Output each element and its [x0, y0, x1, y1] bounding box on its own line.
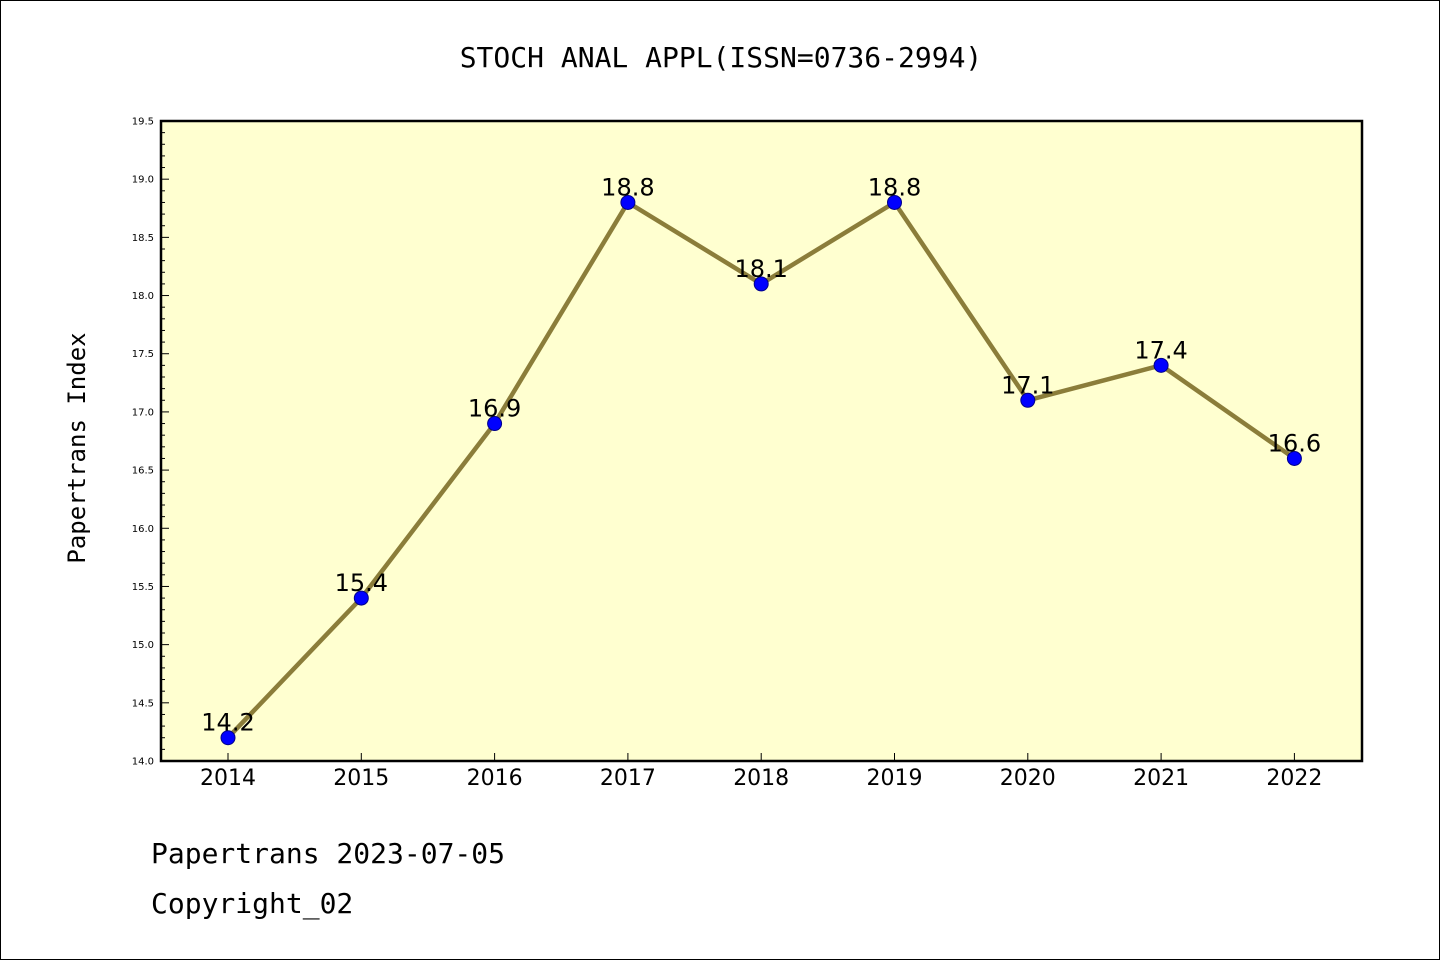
series-line-group: 14.2 15.4 16.9 18.8 18.1 18.8 17.1 17.4 16.6	[201, 173, 1321, 746]
y-tick-label: 19.5	[132, 117, 154, 128]
data-point	[1286, 450, 1302, 466]
y-tick-label: 17.0	[132, 407, 154, 418]
y-tick-label: 14.5	[132, 698, 154, 709]
x-tick-label: 2022	[1266, 766, 1322, 791]
data-label: 18.1	[734, 255, 787, 283]
y-tick-label: 18.5	[132, 233, 154, 244]
y-tick-label: 19.0	[132, 175, 154, 186]
plot-border	[159, 119, 1364, 763]
x-tick-label: 2020	[1000, 766, 1056, 791]
footer-date: Papertrans 2023-07-05	[151, 837, 506, 870]
x-tick-label: 2015	[333, 766, 389, 791]
x-axis: 2014 2015 2016 2017 2018 2019 2020 2021 2022	[200, 753, 1322, 791]
y-tick-label: 15.5	[132, 582, 154, 593]
x-tick-label: 2017	[600, 766, 656, 791]
data-label: 16.9	[468, 395, 521, 423]
data-point	[887, 194, 902, 210]
x-tick-label: 2019	[867, 766, 923, 791]
data-point	[753, 276, 769, 292]
data-label: 18.8	[868, 173, 921, 201]
y-tick-label: 18.0	[132, 291, 154, 302]
data-point	[220, 730, 236, 746]
data-point	[620, 194, 636, 210]
data-label: 17.1	[1001, 371, 1054, 399]
data-label: 16.6	[1268, 429, 1321, 457]
data-point	[1153, 357, 1169, 373]
data-label: 14.2	[201, 709, 254, 737]
data-point	[487, 416, 503, 432]
y-tick-label: 16.0	[132, 524, 154, 535]
data-label: 18.8	[601, 173, 654, 201]
x-tick-label: 2018	[733, 766, 789, 791]
data-point	[1020, 392, 1036, 408]
footer-copyright: Copyright_02	[151, 887, 354, 920]
y-tick-label: 14.0	[132, 757, 154, 768]
plot-area	[161, 121, 1362, 761]
chart-title: STOCH ANAL APPL(ISSN=0736-2994)	[460, 41, 983, 74]
y-tick-label: 17.5	[132, 349, 154, 360]
data-label: 17.4	[1134, 336, 1187, 364]
x-tick-label: 2016	[467, 766, 523, 791]
data-point	[353, 590, 369, 606]
data-label: 15.4	[335, 569, 388, 597]
x-tick-label: 2021	[1133, 766, 1189, 791]
y-axis-label: Papertrans Index	[63, 332, 91, 563]
y-tick-label: 16.5	[132, 466, 154, 477]
y-tick-label: 15.0	[132, 640, 154, 651]
x-tick-label: 2014	[200, 766, 256, 791]
